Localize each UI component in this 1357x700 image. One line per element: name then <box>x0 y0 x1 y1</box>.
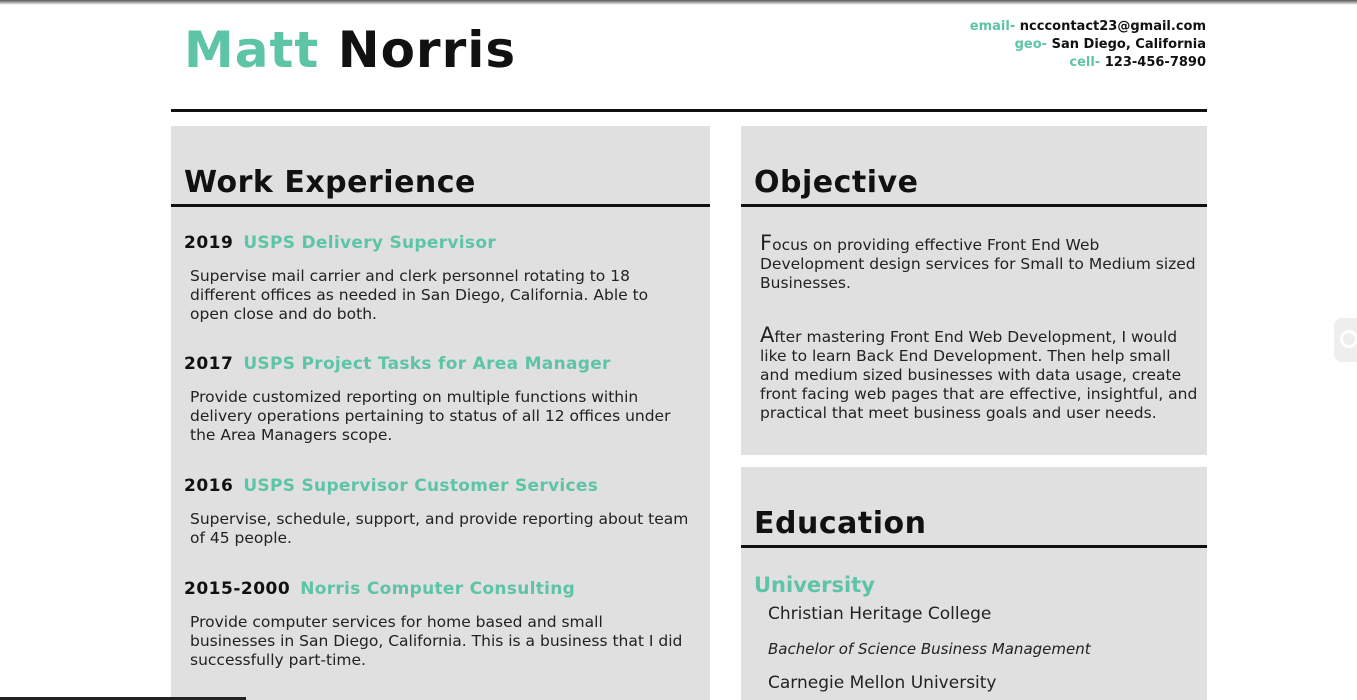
education-panel: Education University Christian Heritage … <box>741 467 1207 700</box>
contact-email-value: ncccontact23@gmail.com <box>1019 19 1206 34</box>
job-item: 2015-2000 Norris Computer Consulting Prov… <box>184 578 694 670</box>
page-title: Matt Norris <box>184 20 516 80</box>
job-description: Provide computer services for home based… <box>190 613 683 669</box>
browser-top-shadow <box>0 0 1357 5</box>
education-school: Christian Heritage College <box>768 604 992 624</box>
job-description: Provide customized reporting on multiple… <box>190 388 671 444</box>
job-year: 2017 <box>184 354 234 374</box>
education-school: Carnegie Mellon University <box>768 673 997 693</box>
objective-text: fter mastering Front End Web Development… <box>760 328 1198 422</box>
job-item: 2019 USPS Delivery Supervisor Supervise m… <box>184 232 694 324</box>
contact-geo-value: San Diego, California <box>1051 37 1206 52</box>
objective-paragraph: Focus on providing effective Front End W… <box>760 231 1200 293</box>
objective-panel: Objective Focus on providing effective F… <box>741 126 1207 455</box>
contact-cell-value: 123-456-7890 <box>1104 55 1206 70</box>
objective-first-letter: A <box>760 323 775 347</box>
job-title-line: 2016 USPS Supervisor Customer Services <box>184 475 694 497</box>
job-title-line: 2019 USPS Delivery Supervisor <box>184 232 694 254</box>
extension-icon <box>1340 330 1357 348</box>
contact-email: email- ncccontact23@gmail.com <box>970 18 1206 36</box>
job-item: 2017 USPS Project Tasks for Area Manager … <box>184 353 694 445</box>
job-title-line: 2017 USPS Project Tasks for Area Manager <box>184 353 694 375</box>
contact-cell: cell- 123-456-7890 <box>970 54 1206 72</box>
job-item: 2016 USPS Supervisor Customer Services Su… <box>184 475 694 548</box>
education-subheading: University <box>754 573 875 597</box>
job-title: USPS Delivery Supervisor <box>243 233 497 253</box>
job-year: 2016 <box>184 476 234 496</box>
job-year: 2015-2000 <box>184 579 291 599</box>
contact-geo: geo- San Diego, California <box>970 36 1206 54</box>
contact-cell-label: cell- <box>1069 55 1101 70</box>
objective-text: ocus on providing effective Front End We… <box>760 236 1196 292</box>
objective-paragraph: After mastering Front End Web Developmen… <box>760 323 1200 423</box>
job-description: Supervise mail carrier and clerk personn… <box>190 267 649 323</box>
objective-first-letter: F <box>760 231 773 255</box>
job-title: USPS Supervisor Customer Services <box>243 476 599 496</box>
first-name: Matt <box>184 21 320 79</box>
last-name: Norris <box>337 21 517 79</box>
contact-email-label: email- <box>969 19 1016 34</box>
education-heading: Education <box>741 503 1207 548</box>
job-title: Norris Computer Consulting <box>300 579 576 599</box>
objective-heading: Objective <box>741 162 1207 207</box>
job-title-line: 2015-2000 Norris Computer Consulting <box>184 578 694 600</box>
header-divider <box>171 109 1207 112</box>
contact-block: email- ncccontact23@gmail.com geo- San D… <box>970 18 1206 72</box>
work-experience-panel: Work Experience 2019 USPS Delivery Superv… <box>171 126 710 700</box>
job-year: 2019 <box>184 233 234 253</box>
job-title: USPS Project Tasks for Area Manager <box>243 354 611 374</box>
work-experience-heading: Work Experience <box>171 162 710 207</box>
job-description: Supervise, schedule, support, and provid… <box>190 510 689 547</box>
contact-geo-label: geo- <box>1014 37 1048 52</box>
bottom-scroll-indicator <box>0 697 246 700</box>
education-degree: Bachelor of Science Business Management <box>768 640 1091 658</box>
side-extension-tab[interactable] <box>1334 318 1357 362</box>
